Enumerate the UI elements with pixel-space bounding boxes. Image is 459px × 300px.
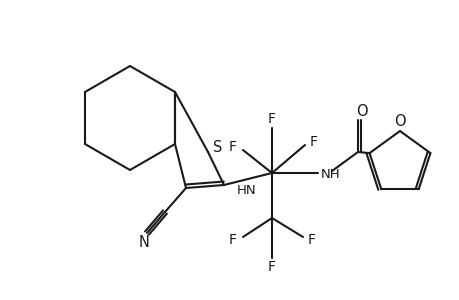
Text: F: F — [229, 140, 236, 154]
Text: F: F — [309, 135, 317, 149]
Text: F: F — [229, 233, 236, 247]
Text: S: S — [213, 140, 222, 154]
Text: O: O — [393, 113, 405, 128]
Text: F: F — [308, 233, 315, 247]
Text: F: F — [268, 260, 275, 274]
Text: F: F — [268, 112, 275, 126]
Text: HN: HN — [237, 184, 256, 196]
Text: N: N — [138, 236, 149, 250]
Text: O: O — [355, 103, 367, 118]
Text: NH: NH — [320, 169, 340, 182]
